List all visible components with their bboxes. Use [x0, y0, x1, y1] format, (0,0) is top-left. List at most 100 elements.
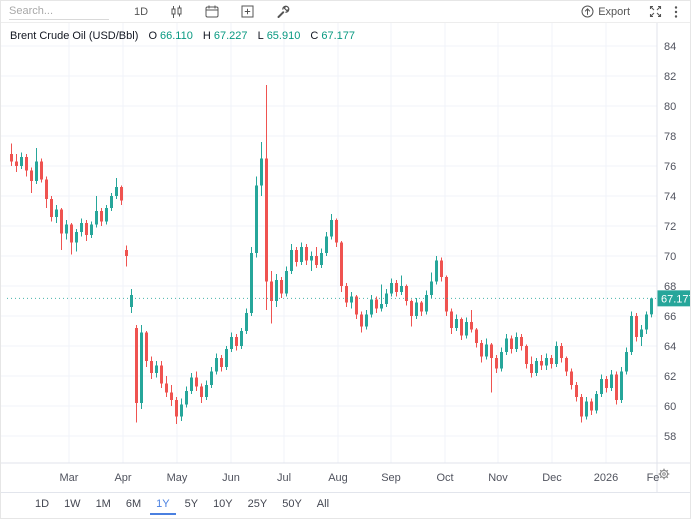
range-6m[interactable]: 6M — [125, 498, 142, 510]
candle — [120, 185, 123, 205]
svg-text:67.177: 67.177 — [661, 293, 691, 305]
fullscreen-button[interactable] — [641, 2, 670, 22]
interval-button[interactable]: 1D — [123, 2, 159, 22]
candle — [180, 398, 183, 421]
candle — [205, 380, 208, 400]
candle — [345, 283, 348, 307]
x-tick-label: Jun — [222, 472, 240, 484]
candle — [220, 355, 223, 372]
candle — [360, 311, 363, 333]
y-tick-label: 72 — [664, 221, 676, 233]
fullscreen-icon — [649, 5, 662, 18]
candle — [485, 338, 488, 360]
kebab-menu-icon — [674, 5, 678, 19]
y-tick-label: 58 — [664, 431, 676, 443]
candle — [505, 334, 508, 355]
candle — [385, 289, 388, 307]
instrument-name: Brent Crude Oil (USD/Bbl) — [10, 30, 139, 42]
candle — [635, 313, 638, 342]
candle — [160, 361, 163, 388]
candle — [550, 355, 553, 369]
candle — [165, 376, 168, 397]
candle — [20, 152, 23, 169]
candle — [110, 193, 113, 211]
range-5y[interactable]: 5Y — [184, 498, 199, 510]
export-icon — [581, 5, 594, 18]
candle — [290, 244, 293, 274]
candle — [40, 158, 43, 183]
candle — [630, 311, 633, 355]
candle — [65, 220, 68, 240]
candle — [555, 341, 558, 367]
y-axis[interactable]: 84 82 80 78 76 74 72 70 68 66 64 62 60 58 67.177 — [657, 41, 691, 443]
calendar-icon — [205, 5, 219, 18]
instrument-legend[interactable]: Brent Crude Oil (USD/Bbl) O 66.110 H 67.22… — [10, 30, 355, 42]
wrench-icon — [276, 5, 290, 19]
settings-tools-button[interactable] — [265, 2, 301, 22]
search-input[interactable] — [9, 3, 109, 20]
candle — [560, 343, 563, 363]
y-tick-label: 60 — [664, 401, 676, 413]
x-tick-label: Jul — [277, 472, 291, 484]
candle — [515, 332, 518, 352]
range-1d[interactable]: 1D — [35, 498, 50, 510]
export-button[interactable]: Export — [570, 2, 641, 22]
candle — [650, 297, 653, 318]
price-chart[interactable]: 84 82 80 78 76 74 72 70 68 66 64 62 60 58 67.177 Mar Apr… — [1, 23, 691, 494]
range-1m[interactable]: 1M — [95, 498, 111, 510]
y-tick-label: 70 — [664, 251, 676, 263]
candle — [535, 358, 538, 376]
candle — [70, 223, 73, 255]
candle — [335, 218, 338, 247]
candle — [230, 332, 233, 352]
candle — [245, 308, 248, 334]
candle — [295, 247, 298, 267]
candle — [540, 355, 543, 370]
chart-type-button[interactable] — [159, 2, 194, 22]
candlestick-icon — [170, 5, 183, 19]
candle — [235, 334, 238, 351]
more-menu-button[interactable] — [670, 2, 682, 22]
range-1y[interactable]: 1Y — [150, 496, 176, 515]
candle — [440, 257, 443, 282]
candle — [355, 295, 358, 319]
range-25y[interactable]: 25Y — [247, 498, 268, 510]
candle — [545, 353, 548, 370]
high-value: 67.227 — [213, 30, 248, 42]
calendar-button[interactable] — [194, 2, 230, 22]
range-all[interactable]: All — [316, 498, 330, 510]
x-tick-label: Mar — [60, 472, 79, 484]
range-1w[interactable]: 1W — [64, 498, 81, 510]
range-10y[interactable]: 10Y — [213, 498, 233, 510]
candle — [80, 218, 83, 237]
export-label: Export — [598, 5, 630, 18]
candle — [350, 292, 353, 309]
candle — [435, 256, 438, 285]
x-tick-label: Dec — [542, 472, 562, 484]
candle — [415, 298, 418, 319]
candle — [35, 148, 38, 184]
add-panel-button[interactable] — [230, 2, 265, 22]
candle — [340, 241, 343, 292]
candle — [405, 284, 408, 306]
high-label: H — [202, 30, 211, 42]
x-tick-label: Sep — [381, 472, 401, 484]
gear-icon[interactable] — [658, 468, 670, 480]
candle — [240, 328, 243, 349]
candle — [605, 376, 608, 393]
candle — [325, 232, 328, 256]
candle — [170, 385, 173, 406]
low-label: L — [257, 30, 264, 42]
candle — [580, 394, 583, 423]
candles-layer — [10, 85, 653, 424]
candle — [445, 275, 448, 316]
y-tick-label: 68 — [664, 281, 676, 293]
y-tick-label: 66 — [664, 311, 676, 323]
x-axis[interactable]: Mar Apr May Jun Jul Aug Sep Oct Nov Dec 2026 Fe — [60, 472, 660, 484]
x-tick-label: Nov — [488, 472, 508, 484]
x-tick-label: May — [167, 472, 188, 484]
range-50y[interactable]: 50Y — [282, 498, 302, 510]
toolbar-right-group: Export — [570, 2, 682, 22]
candle — [10, 143, 13, 166]
candle — [585, 397, 588, 420]
